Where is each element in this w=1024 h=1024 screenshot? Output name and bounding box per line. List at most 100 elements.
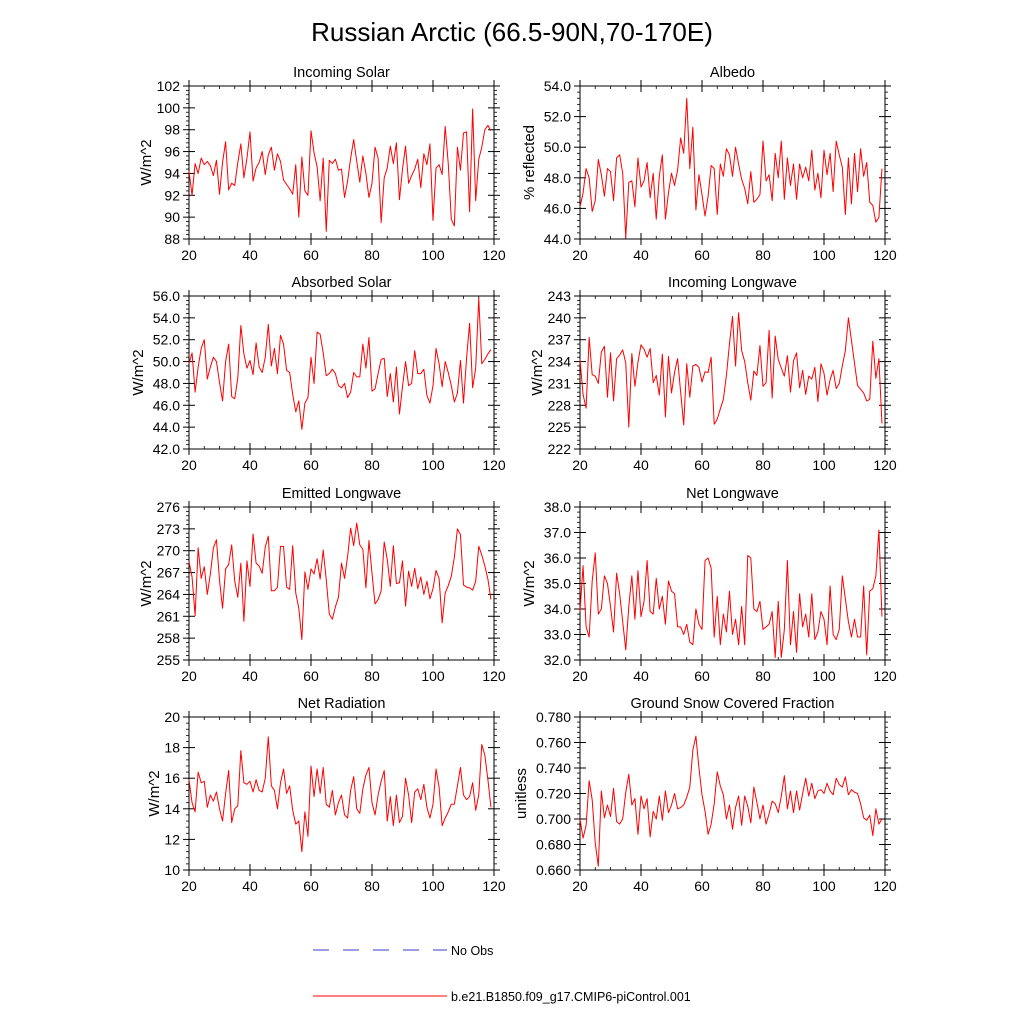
- series-line: [188, 108, 492, 232]
- x-tick-label: 120: [482, 668, 506, 684]
- panel-2: 20 40 60 80 100 120 44.0 46.0 48.0 50.0 52.0 54.0 Al…: [521, 65, 897, 263]
- x-tick-label: 100: [812, 457, 836, 473]
- x-tick-label: 60: [694, 878, 710, 894]
- y-tick-label: 270: [157, 543, 181, 559]
- y-axis-label: % reflected: [521, 125, 538, 200]
- y-tick-label: 35.0: [544, 576, 571, 592]
- y-tick-label: 88: [164, 231, 180, 247]
- legend-label: No Obs: [451, 944, 493, 958]
- x-tick-label: 120: [482, 247, 506, 263]
- y-tick-label: 37.0: [544, 525, 571, 541]
- x-tick-label: 40: [633, 457, 649, 473]
- y-tick-label: 48.0: [544, 170, 571, 186]
- y-tick-label: 56.0: [153, 288, 180, 304]
- x-tick-label: 80: [364, 247, 380, 263]
- y-axis-label: W/m^2: [146, 770, 163, 816]
- x-tick-label: 20: [181, 668, 197, 684]
- panel-3: 20 40 60 80 100 120 42.0 44.0 46.0 48.0 50.0 52.0 54…: [130, 275, 506, 473]
- y-tick-label: 54.0: [153, 310, 180, 326]
- x-tick-label: 40: [633, 878, 649, 894]
- y-tick-label: 52.0: [544, 109, 571, 125]
- series-line: [188, 297, 492, 430]
- panel-title: Absorbed Solar: [292, 275, 392, 291]
- y-tick-label: 0.680: [536, 837, 571, 853]
- y-tick-label: 46.0: [544, 200, 571, 216]
- legend: No Obs b.e21.B1850.f09_g17.CMIP6-piContro…: [313, 944, 691, 1004]
- x-tick-label: 120: [873, 247, 897, 263]
- y-tick-label: 100: [157, 100, 181, 116]
- y-tick-label: 50.0: [153, 354, 180, 370]
- y-tick-label: 20: [164, 709, 180, 725]
- series-line: [188, 736, 492, 853]
- y-tick-label: 0.780: [536, 709, 571, 725]
- figure-title: Russian Arctic (66.5-90N,70-170E): [311, 17, 713, 47]
- series-line: [579, 97, 883, 238]
- y-tick-label: 267: [157, 565, 181, 581]
- panel-title: Incoming Longwave: [668, 275, 797, 291]
- x-tick-label: 100: [812, 878, 836, 894]
- y-axis-label: W/m^2: [138, 560, 155, 606]
- y-axis-label: unitless: [513, 768, 530, 819]
- y-tick-label: 48.0: [153, 375, 180, 391]
- y-tick-label: 234: [548, 354, 572, 370]
- x-tick-label: 100: [421, 668, 445, 684]
- x-tick-label: 60: [303, 668, 319, 684]
- y-tick-label: 255: [157, 652, 181, 668]
- y-tick-label: 276: [157, 499, 181, 515]
- y-tick-label: 18: [164, 740, 180, 756]
- panel-title: Net Longwave: [686, 486, 779, 502]
- x-tick-label: 80: [755, 457, 771, 473]
- y-tick-label: 94: [164, 165, 180, 181]
- plot-frame: [579, 85, 886, 240]
- y-tick-label: 46.0: [153, 397, 180, 413]
- y-tick-label: 44.0: [153, 419, 180, 435]
- panel-6: 20 40 60 80 100 120 32.0 33.0 34.0 35.0 36.0 37.0 38…: [521, 486, 897, 684]
- y-tick-label: 16: [164, 770, 180, 786]
- x-tick-label: 60: [694, 668, 710, 684]
- panel-7: 20 40 60 80 100 120 10 12 14 16 18 20 Net Radiation W…: [146, 696, 506, 894]
- panel-title: Albedo: [710, 65, 755, 81]
- panel-title: Net Radiation: [298, 696, 386, 712]
- y-axis-label: W/m^2: [138, 139, 155, 185]
- x-tick-label: 80: [755, 247, 771, 263]
- y-tick-label: 0.720: [536, 786, 571, 802]
- y-tick-label: 102: [157, 78, 181, 94]
- x-tick-label: 40: [633, 668, 649, 684]
- x-tick-label: 60: [694, 247, 710, 263]
- series-line: [579, 735, 883, 867]
- x-tick-label: 60: [303, 878, 319, 894]
- panels: 20 40 60 80 100 120 88 90 92 94 96 98 100 102 Incoming…: [130, 65, 897, 894]
- y-tick-label: 10: [164, 862, 180, 878]
- y-tick-label: 54.0: [544, 78, 571, 94]
- plot-frame: [188, 716, 495, 871]
- series-line: [188, 522, 492, 641]
- panel-1: 20 40 60 80 100 120 88 90 92 94 96 98 100 102 Incoming…: [138, 65, 506, 263]
- y-axis-label: W/m^2: [529, 349, 546, 395]
- x-tick-label: 20: [181, 457, 197, 473]
- x-tick-label: 120: [482, 457, 506, 473]
- y-tick-label: 42.0: [153, 441, 180, 457]
- x-tick-label: 60: [694, 457, 710, 473]
- y-tick-label: 0.760: [536, 735, 571, 751]
- y-tick-label: 14: [164, 801, 180, 817]
- y-tick-label: 38.0: [544, 499, 571, 515]
- y-tick-label: 44.0: [544, 231, 571, 247]
- y-tick-label: 0.740: [536, 760, 571, 776]
- panel-title: Emitted Longwave: [282, 486, 401, 502]
- y-tick-label: 12: [164, 831, 180, 847]
- panel-5: 20 40 60 80 100 120 255 258 261 264 267 270 273 276 Em…: [138, 486, 506, 684]
- y-axis-label: W/m^2: [521, 560, 538, 606]
- y-tick-label: 258: [157, 630, 181, 646]
- x-tick-label: 100: [421, 457, 445, 473]
- y-tick-label: 261: [157, 608, 181, 624]
- x-tick-label: 100: [812, 247, 836, 263]
- y-tick-label: 222: [548, 441, 572, 457]
- x-tick-label: 40: [242, 878, 258, 894]
- x-tick-label: 20: [181, 878, 197, 894]
- y-tick-label: 32.0: [544, 652, 571, 668]
- y-tick-label: 50.0: [544, 139, 571, 155]
- y-tick-label: 52.0: [153, 332, 180, 348]
- y-tick-label: 0.700: [536, 811, 571, 827]
- x-tick-label: 120: [873, 878, 897, 894]
